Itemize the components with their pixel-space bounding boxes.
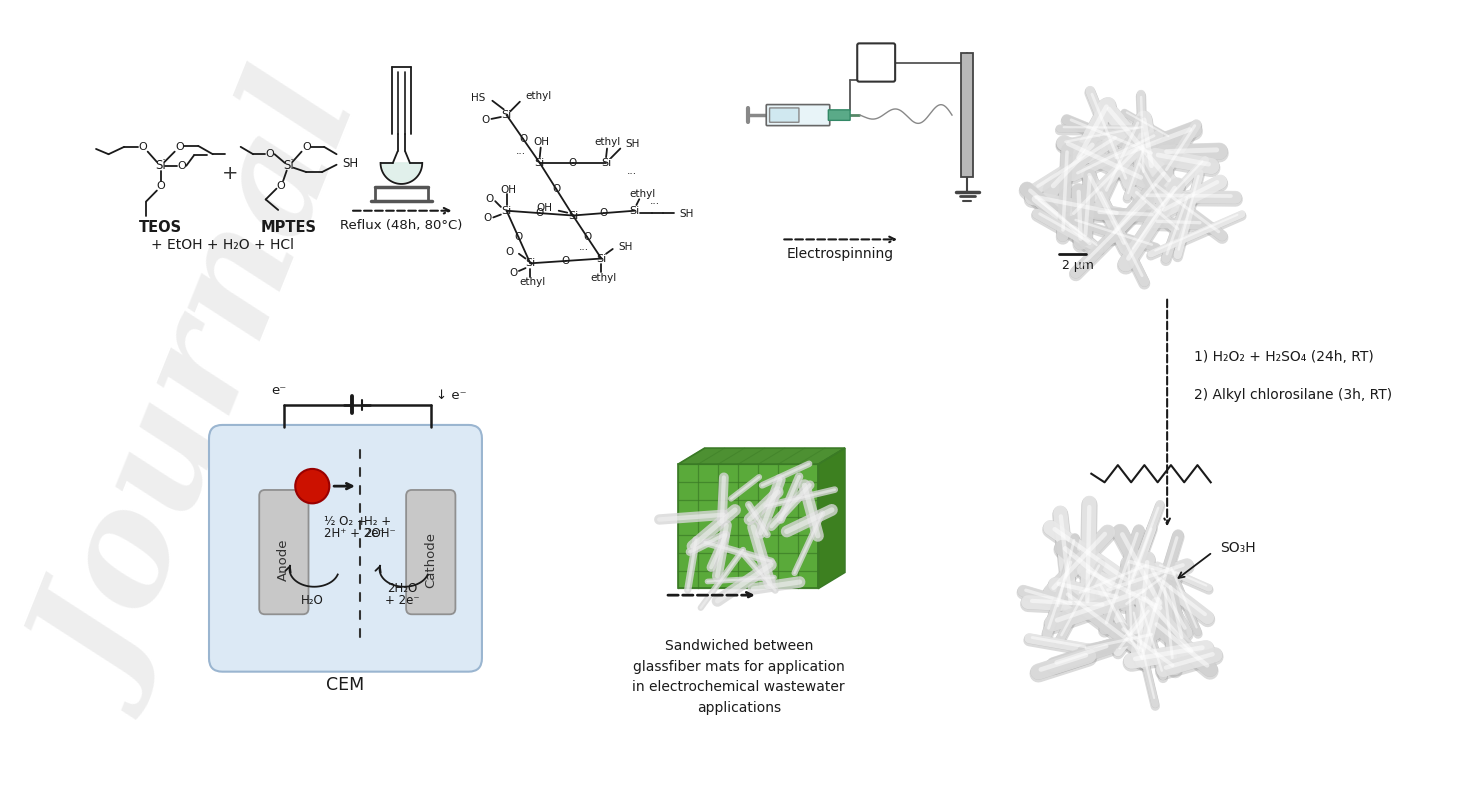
Text: +: + bbox=[222, 164, 238, 183]
Text: ...: ... bbox=[580, 242, 589, 252]
FancyBboxPatch shape bbox=[769, 108, 799, 122]
Text: O: O bbox=[266, 149, 275, 160]
Text: Si: Si bbox=[283, 160, 294, 172]
Text: Si: Si bbox=[526, 258, 536, 268]
Text: O: O bbox=[156, 181, 164, 191]
Text: TEOS: TEOS bbox=[139, 221, 182, 236]
FancyBboxPatch shape bbox=[857, 44, 895, 82]
Text: ethyl: ethyl bbox=[595, 137, 621, 147]
Polygon shape bbox=[380, 163, 423, 184]
Polygon shape bbox=[678, 464, 818, 588]
Text: O: O bbox=[562, 256, 570, 266]
Text: O: O bbox=[509, 268, 517, 278]
Text: Si: Si bbox=[502, 206, 512, 216]
Text: ½ O₂ +: ½ O₂ + bbox=[323, 515, 367, 528]
Text: 2H₂O: 2H₂O bbox=[388, 582, 417, 595]
Text: Reflux (48h, 80°C): Reflux (48h, 80°C) bbox=[341, 218, 462, 232]
Text: H₂ +: H₂ + bbox=[364, 515, 392, 528]
FancyBboxPatch shape bbox=[828, 110, 850, 121]
Text: Electrospinning: Electrospinning bbox=[787, 247, 894, 260]
FancyBboxPatch shape bbox=[407, 490, 455, 615]
Circle shape bbox=[295, 469, 329, 503]
Text: O: O bbox=[138, 142, 147, 152]
Text: Sandwiched between
glassfiber mats for application
in electrochemical wastewater: Sandwiched between glassfiber mats for a… bbox=[633, 639, 846, 715]
Text: O: O bbox=[175, 142, 184, 152]
Text: Si: Si bbox=[534, 158, 545, 168]
Text: O: O bbox=[514, 232, 523, 242]
Polygon shape bbox=[818, 448, 846, 588]
Text: SH: SH bbox=[625, 139, 640, 148]
Text: O: O bbox=[276, 181, 285, 191]
Text: 2 μm: 2 μm bbox=[1063, 259, 1094, 272]
Text: ethyl: ethyl bbox=[628, 188, 655, 198]
Text: SH: SH bbox=[618, 242, 633, 252]
Polygon shape bbox=[383, 163, 420, 182]
Text: ...: ... bbox=[627, 166, 637, 175]
Text: ↓ e⁻: ↓ e⁻ bbox=[436, 389, 467, 402]
Text: Si: Si bbox=[600, 158, 611, 168]
Text: ...: ... bbox=[515, 146, 526, 156]
Text: ethyl: ethyl bbox=[520, 277, 545, 287]
Text: Cathode: Cathode bbox=[424, 532, 437, 588]
Text: Si: Si bbox=[568, 210, 578, 221]
FancyBboxPatch shape bbox=[260, 490, 308, 615]
Text: SH: SH bbox=[680, 209, 694, 218]
Text: Anode: Anode bbox=[277, 538, 291, 581]
Polygon shape bbox=[678, 448, 846, 464]
FancyBboxPatch shape bbox=[208, 425, 482, 672]
Text: SH: SH bbox=[342, 157, 358, 170]
Text: ⊞: ⊞ bbox=[869, 51, 884, 68]
Text: Journal: Journal bbox=[26, 79, 402, 722]
Text: MPTES: MPTES bbox=[261, 221, 317, 236]
Text: O: O bbox=[482, 115, 490, 125]
Text: Si: Si bbox=[596, 253, 606, 264]
Text: Si: Si bbox=[156, 160, 166, 172]
Text: O: O bbox=[483, 214, 492, 223]
Text: Mⁿ⁺: Mⁿ⁺ bbox=[299, 480, 324, 492]
Text: ethyl: ethyl bbox=[526, 91, 552, 101]
Text: HS: HS bbox=[471, 93, 486, 103]
Text: SO₃H: SO₃H bbox=[1220, 542, 1255, 555]
Text: O: O bbox=[583, 232, 592, 242]
Text: 2OH⁻: 2OH⁻ bbox=[364, 527, 396, 541]
Text: O: O bbox=[599, 208, 608, 218]
Text: OH: OH bbox=[536, 202, 552, 213]
FancyBboxPatch shape bbox=[766, 105, 829, 125]
Polygon shape bbox=[962, 53, 973, 177]
Text: O: O bbox=[178, 160, 186, 171]
Text: ...: ... bbox=[650, 196, 661, 206]
Text: OH: OH bbox=[501, 185, 517, 195]
Text: e⁻: e⁻ bbox=[272, 384, 286, 397]
Text: O: O bbox=[505, 247, 514, 256]
Text: CEM: CEM bbox=[326, 676, 364, 694]
Text: 2) Alkyl chlorosilane (3h, RT): 2) Alkyl chlorosilane (3h, RT) bbox=[1193, 388, 1392, 403]
Text: O: O bbox=[486, 195, 493, 204]
Text: O: O bbox=[568, 158, 577, 168]
Text: OH: OH bbox=[534, 137, 549, 147]
Text: Si: Si bbox=[502, 110, 512, 120]
Text: 1) H₂O₂ + H₂SO₄ (24h, RT): 1) H₂O₂ + H₂SO₄ (24h, RT) bbox=[1193, 350, 1374, 364]
Text: Si: Si bbox=[630, 206, 640, 216]
Text: O: O bbox=[552, 184, 561, 195]
Text: O: O bbox=[520, 134, 527, 144]
Text: 2H⁺ + 2e⁻: 2H⁺ + 2e⁻ bbox=[323, 527, 385, 541]
Text: ethyl: ethyl bbox=[590, 272, 617, 283]
Text: O: O bbox=[302, 142, 311, 152]
Text: H₂O: H₂O bbox=[301, 595, 323, 607]
Text: O: O bbox=[536, 208, 543, 218]
Text: + EtOH + H₂O + HCl: + EtOH + H₂O + HCl bbox=[151, 238, 294, 252]
Text: + 2e⁻: + 2e⁻ bbox=[385, 595, 420, 607]
